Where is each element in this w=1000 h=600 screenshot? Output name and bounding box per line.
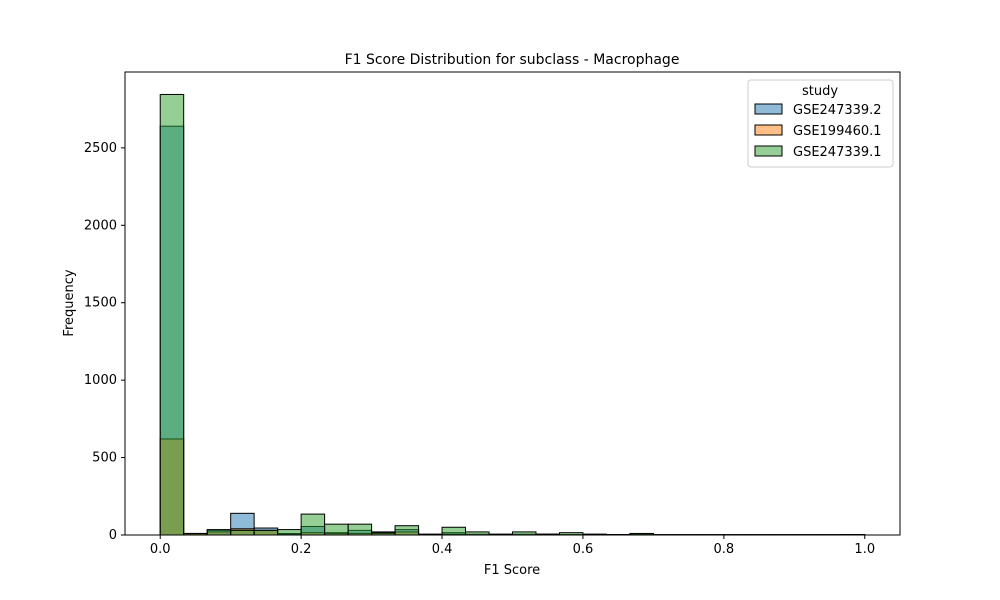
axes-layer — [124, 71, 901, 536]
legend-swatch — [754, 145, 783, 157]
x-tick-label: 0.4 — [432, 542, 453, 557]
x-tick-label: 1.0 — [854, 542, 875, 557]
x-axis-label: F1 Score — [484, 563, 540, 578]
x-tick-label: 0.6 — [573, 542, 594, 557]
legend-entry-GSE247339.2: GSE247339.2 — [754, 103, 882, 118]
legend-label: GSE199460.1 — [793, 124, 882, 139]
legend-entry-GSE199460.1: GSE199460.1 — [754, 124, 882, 139]
legend-entry-GSE247339.1: GSE247339.1 — [754, 145, 882, 160]
bar-GSE247339.1-bin-3 — [230, 529, 255, 536]
y-tick-label: 2000 — [84, 218, 117, 233]
bar-GSE247339.1-bin-6 — [300, 513, 326, 536]
chart-title: F1 Score Distribution for subclass - Mac… — [345, 52, 680, 68]
bar-GSE247339.1-bin-4 — [253, 529, 279, 536]
bar-GSE247339.1-bin-10 — [394, 525, 420, 536]
y-tick-label: 500 — [92, 451, 117, 466]
legend-title: study — [802, 84, 838, 99]
y-tick-label: 0 — [109, 528, 117, 543]
bar-GSE247339.1-bin-5 — [277, 529, 302, 536]
ticks-layer: 0.0 0.2 0.4 0.6 0.8 1.0 0 500 1000 1500 2000 2500 — [84, 141, 875, 557]
y-tick-label: 1000 — [84, 373, 117, 388]
legend: study GSE247339.2 GSE199460.1 GSE247339.1 — [747, 79, 894, 168]
bar-GSE247339.1-bin-0 — [159, 93, 185, 536]
bar-GSE247339.1-bin-7 — [324, 523, 349, 536]
plot-frame — [124, 71, 901, 536]
bar-GSE247339.1-bin-2 — [206, 529, 232, 536]
series-GSE247339.2 — [159, 125, 866, 536]
series-GSE199460.1 — [159, 438, 866, 536]
y-tick-label: 2500 — [84, 141, 117, 156]
y-axis-label: Frequency — [62, 269, 77, 336]
legend-swatch — [754, 103, 783, 115]
x-tick-label: 0.0 — [150, 542, 171, 557]
y-tick-label: 1500 — [84, 296, 117, 311]
legend-swatch — [754, 124, 783, 136]
legend-frame — [747, 79, 894, 168]
x-tick-label: 0.8 — [714, 542, 735, 557]
legend-entries: GSE247339.2 GSE199460.1 GSE247339.1 — [754, 103, 882, 160]
x-tick-label: 0.2 — [291, 542, 312, 557]
legend-label: GSE247339.2 — [793, 103, 882, 118]
legend-label: GSE247339.1 — [793, 145, 882, 160]
bar-GSE247339.1-bin-12 — [441, 526, 467, 536]
bar-GSE247339.1-bin-8 — [347, 523, 373, 536]
